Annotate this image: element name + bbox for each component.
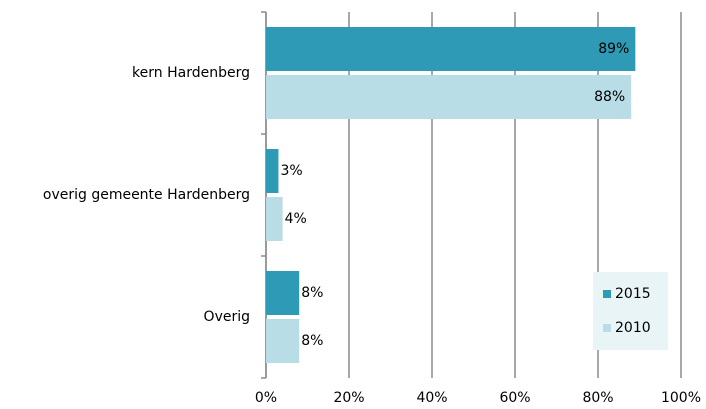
x-tick-label: 0%	[255, 390, 277, 406]
y-tick-label: kern Hardenberg	[132, 65, 250, 81]
data-label: 4%	[285, 211, 307, 227]
data-label: 8%	[301, 333, 323, 349]
bar	[266, 27, 636, 71]
data-label: 8%	[301, 285, 323, 301]
x-tick-label: 40%	[416, 390, 447, 406]
legend-swatch	[603, 324, 611, 332]
y-tick-label: Overig	[204, 309, 250, 325]
data-label: 3%	[280, 163, 302, 179]
bar	[266, 149, 279, 193]
legend-label: 2015	[615, 286, 651, 302]
bar	[266, 197, 283, 241]
x-tick-label: 60%	[499, 390, 530, 406]
y-tick-label: overig gemeente Hardenberg	[43, 187, 250, 203]
bar	[266, 75, 632, 119]
x-tick-label: 20%	[333, 390, 364, 406]
bar	[266, 271, 300, 315]
legend-swatch	[603, 290, 611, 298]
data-label: 89%	[598, 41, 629, 57]
bar	[266, 319, 300, 363]
data-label: 88%	[594, 89, 625, 105]
legend-label: 2010	[615, 320, 651, 336]
x-tick-label: 100%	[661, 390, 701, 406]
x-tick-label: 80%	[582, 390, 613, 406]
legend-box	[593, 272, 668, 350]
